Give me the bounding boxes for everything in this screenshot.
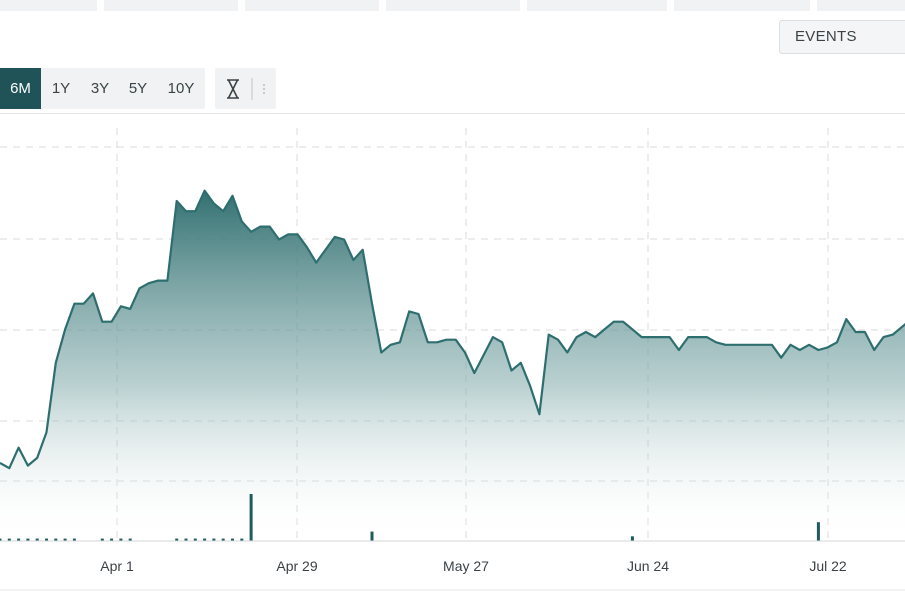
- volume-bar: [240, 538, 244, 541]
- price-area-fill: [0, 190, 905, 541]
- volume-bar: [17, 538, 21, 541]
- volume-bar: [630, 536, 634, 541]
- volume-bar: [35, 538, 39, 541]
- top-tab-strip: [0, 0, 905, 12]
- range-3y-button[interactable]: 3Y: [90, 80, 110, 97]
- range-10y-button[interactable]: 10Y: [167, 80, 195, 97]
- area-series: [0, 189, 905, 541]
- volume-bar: [231, 538, 234, 541]
- x-tick-label: May 27: [443, 558, 489, 574]
- volume-bar: [63, 538, 67, 541]
- top-tab[interactable]: [674, 0, 810, 11]
- tool-separator: [251, 78, 253, 100]
- volume-bar: [370, 531, 374, 541]
- top-tab[interactable]: [527, 0, 667, 11]
- x-tick-label: Jun 24: [627, 558, 669, 574]
- volume-bar: [100, 538, 104, 541]
- volume-bar: [72, 538, 76, 541]
- top-tab[interactable]: [104, 0, 238, 11]
- volume-bar: [212, 538, 216, 541]
- price-chart: Apr 1 Apr 29 May 27 Jun 24 Jul 22: [0, 128, 905, 591]
- volume-bar: [110, 538, 114, 541]
- hourglass-icon[interactable]: [225, 78, 241, 100]
- volume-bar: [816, 522, 820, 541]
- range-6m-button[interactable]: 6M: [0, 68, 41, 109]
- x-tick-label: Apr 1: [100, 558, 134, 574]
- volume-bar: [119, 538, 123, 541]
- events-button[interactable]: EVENTS: [779, 20, 905, 54]
- volume-bar: [7, 538, 11, 541]
- top-tab[interactable]: [817, 0, 905, 11]
- chart-tools: [215, 68, 276, 109]
- x-tick-label: Jul 22: [809, 558, 847, 574]
- chart-top-divider: [0, 113, 905, 114]
- volume-bar: [128, 538, 132, 541]
- range-5y-button[interactable]: 5Y: [128, 80, 148, 97]
- volume-bar: [221, 538, 225, 541]
- volume-bar: [249, 494, 253, 541]
- volume-series: [0, 494, 820, 541]
- top-tab[interactable]: [386, 0, 520, 11]
- top-tab[interactable]: [0, 0, 97, 11]
- volume-bar: [54, 538, 58, 541]
- volume-bar: [26, 538, 30, 541]
- top-tab[interactable]: [245, 0, 379, 11]
- x-tick-label: Apr 29: [276, 558, 317, 574]
- volume-bar: [193, 538, 197, 541]
- volume-bar: [0, 538, 2, 541]
- volume-bar: [184, 538, 188, 541]
- price-line: [0, 189, 905, 470]
- drag-handle-icon[interactable]: [262, 82, 266, 96]
- volume-bar: [45, 538, 48, 541]
- time-range-selector: 6M 1Y 3Y 5Y 10Y: [0, 68, 205, 109]
- x-axis: Apr 1 Apr 29 May 27 Jun 24 Jul 22: [100, 558, 847, 574]
- range-1y-button[interactable]: 1Y: [51, 80, 71, 97]
- volume-bar: [175, 538, 179, 541]
- volume-bar: [203, 538, 207, 541]
